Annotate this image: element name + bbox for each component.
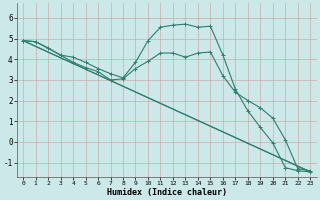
X-axis label: Humidex (Indice chaleur): Humidex (Indice chaleur) <box>107 188 227 197</box>
